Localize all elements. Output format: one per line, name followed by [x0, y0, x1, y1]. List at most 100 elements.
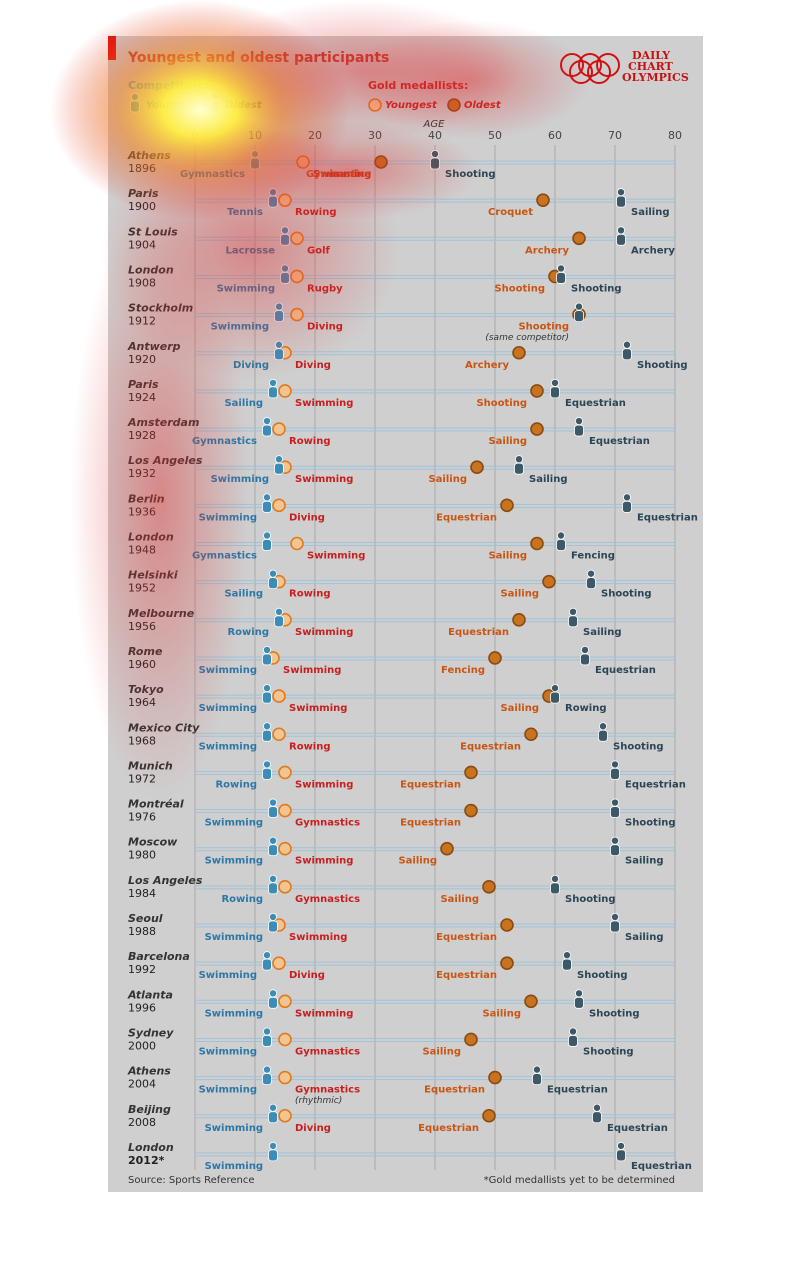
- year-label: 1996: [128, 1001, 156, 1014]
- sport-label: Rowing: [221, 894, 263, 905]
- competitor-marker-head: [262, 645, 271, 654]
- competitor-marker: [616, 226, 626, 246]
- year-label: 1908: [128, 276, 156, 289]
- competitor-marker-body: [274, 348, 284, 361]
- gold-marker: [464, 1032, 478, 1047]
- gold-marker: [512, 612, 526, 627]
- year-label: 2012*: [128, 1154, 165, 1167]
- competitor-marker: [268, 1141, 278, 1162]
- competitor-marker-body: [268, 1111, 278, 1124]
- sport-label: Swimming: [205, 1008, 263, 1019]
- sport-label: Shooting: [476, 398, 527, 409]
- city-label: Paris: [128, 187, 159, 200]
- competitor-marker-head: [262, 493, 271, 502]
- competitor-marker-head: [268, 798, 277, 807]
- gold-marker: [272, 956, 286, 970]
- city-label: Montréal: [128, 798, 184, 811]
- sport-label: Equestrian: [637, 512, 698, 523]
- competitor-marker-body: [262, 1073, 272, 1085]
- competitor-marker-body: [268, 806, 278, 818]
- year-label: 1988: [128, 925, 156, 938]
- competitor-marker-head: [268, 1103, 277, 1112]
- competitor-marker-body: [622, 348, 632, 361]
- competitor-marker-head: [268, 989, 277, 998]
- sport-label: Sailing: [488, 551, 527, 562]
- x-tick-label: 0: [192, 129, 199, 142]
- chart-title: Youngest and oldest participants: [127, 50, 389, 66]
- sport-label: Diving: [289, 512, 325, 523]
- sport-label: Swimming: [199, 970, 257, 981]
- sport-label: Swimming: [289, 703, 347, 714]
- sport-label: Shooting: [583, 1046, 634, 1057]
- competitor-marker: [622, 340, 632, 361]
- gold-marker: [542, 574, 556, 589]
- city-label: Munich: [128, 759, 173, 772]
- gold-marker: [290, 231, 304, 246]
- gold-marker: [278, 803, 292, 818]
- sport-label: Sailing: [428, 474, 467, 485]
- gold-marker: [488, 651, 502, 665]
- competitor-marker-body: [262, 1035, 272, 1047]
- competitor-marker-head: [268, 1141, 277, 1150]
- competitor-marker-body: [556, 272, 566, 284]
- sport-label: Archery: [631, 245, 675, 256]
- competitor-marker-head: [262, 760, 271, 769]
- sport-label: Swimming: [199, 512, 257, 523]
- year-label: 1948: [128, 544, 156, 557]
- competitor-marker-head: [268, 188, 277, 197]
- legend-marker-head: [210, 93, 219, 102]
- sport-label: Equestrian: [400, 779, 461, 790]
- sport-label: Equestrian: [625, 779, 686, 790]
- competitor-marker: [622, 493, 632, 513]
- competitor-marker-body: [262, 539, 272, 551]
- sport-label: Rowing: [215, 779, 257, 790]
- competitor-marker: [268, 989, 278, 1009]
- gold-marker: [482, 880, 496, 894]
- competitor-marker: [274, 455, 284, 475]
- competitor-marker-body: [262, 729, 272, 742]
- legend-label: Youngest: [385, 100, 438, 111]
- gold-marker: [530, 536, 544, 551]
- sport-label: Tennis: [227, 207, 263, 218]
- competitor-marker-head: [274, 302, 283, 311]
- year-label: 1972: [128, 772, 156, 785]
- sport-label: Swimming: [199, 665, 257, 676]
- competitor-marker-head: [557, 531, 566, 540]
- gold-marker: [296, 155, 310, 169]
- gold-marker: [374, 155, 388, 169]
- competitor-marker-head: [623, 340, 632, 349]
- competitor-marker: [268, 188, 278, 208]
- year-label: 1924: [128, 391, 156, 404]
- competitor-marker: [562, 951, 572, 971]
- competitor-marker: [268, 1103, 278, 1124]
- sport-label: Sailing: [398, 856, 437, 867]
- sport-label: Archery: [525, 245, 569, 256]
- year-label: 1960: [128, 658, 156, 671]
- year-label: 2004: [128, 1078, 156, 1091]
- year-label: 2008: [128, 1116, 156, 1129]
- gold-marker: [272, 422, 286, 436]
- competitor-marker: [274, 340, 284, 361]
- competitor-marker-head: [268, 913, 277, 922]
- sport-label: Rowing: [295, 207, 337, 218]
- sport-label: Shooting: [625, 818, 676, 829]
- competitor-marker: [280, 264, 290, 284]
- sport-label: Sailing: [224, 398, 263, 409]
- competitor-marker-body: [262, 958, 272, 971]
- source: Source: Sports Reference: [128, 1175, 254, 1186]
- competitor-marker: [598, 722, 608, 742]
- sport-label: Swimming: [283, 665, 341, 676]
- sport-label: Sailing: [529, 474, 568, 485]
- sport-label: Swimming: [205, 818, 263, 829]
- competitor-marker-head: [533, 1065, 542, 1074]
- sport-label: Gymnastics: [180, 169, 245, 180]
- competitor-marker: [532, 1065, 542, 1085]
- year-label: 1980: [128, 849, 156, 862]
- competitor-marker-body: [268, 920, 278, 933]
- competitor-marker: [430, 149, 440, 170]
- gold-marker: [464, 765, 478, 780]
- x-tick-label: 40: [428, 129, 442, 142]
- competitor-marker: [550, 378, 560, 399]
- competitor-marker: [262, 645, 272, 666]
